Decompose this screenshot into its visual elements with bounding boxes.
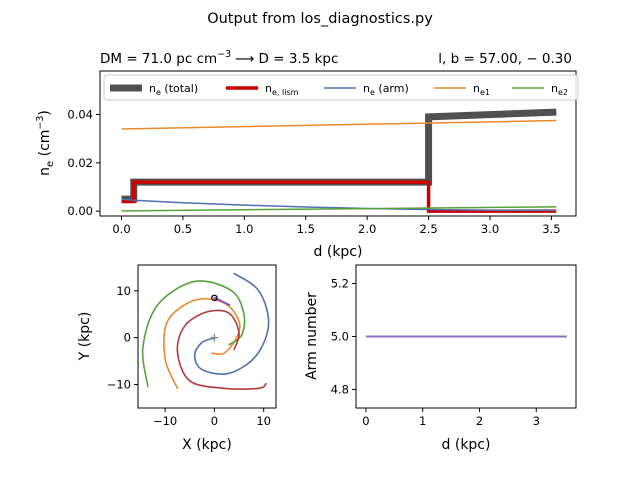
top-xtick-label: 2.5	[419, 222, 437, 236]
legend-ne1-sub: e1	[480, 88, 490, 97]
galaxy-xlabel: X (kpc)	[182, 437, 232, 453]
legend-ne1-main: n	[473, 82, 480, 95]
arm-number-xtick-label: 2	[476, 414, 483, 428]
arm-number-panel: 0 1 2 3 4.8 5.0 5.2 Arm number d (kpc)	[304, 264, 577, 453]
top-xtick-label: 0.0	[112, 222, 130, 236]
top-ylabel-sub: e	[45, 161, 56, 167]
legend-label-ne1: ne1	[473, 82, 490, 97]
top-title-distance: D = 3.5 kpc	[259, 51, 339, 67]
top-ytick-label: 0.00	[67, 204, 93, 218]
legend-arm-main: n	[363, 82, 370, 95]
series-line-n-e2	[121, 206, 557, 212]
top-title-arrow: ⟶	[235, 51, 254, 67]
galaxy-arms	[141, 272, 270, 390]
arm-number-axes-frame	[355, 264, 577, 409]
top-ylabel: ne (cm−3)	[35, 110, 56, 176]
top-xtick-label: 3.5	[542, 222, 560, 236]
galaxy-tick-marks: −10 0 10 −10 0 10	[107, 284, 271, 428]
galaxy-xtick-label: 0	[211, 414, 218, 428]
top-legend: ne (total) ne, lism ne (arm) ne1 ne2	[103, 74, 579, 101]
top-axes-frame	[99, 70, 577, 217]
galaxy-panel: −10 0 10 −10 0 10 Y (kpc) X (kpc)	[77, 264, 277, 453]
top-tick-marks: 0.0 0.5 1.0 1.5 2.0 2.5 3.0 3.5 0.00 0.02 0.04	[67, 108, 560, 237]
top-title-left: DM = 71.0 pc cm−3 ⟶ D = 3.5 kpc	[100, 49, 338, 67]
arm-number-ytick-label: 5.2	[331, 277, 349, 291]
arm-number-tick-marks: 0 1 2 3 4.8 5.0 5.2	[331, 277, 540, 428]
arm-number-xtick-label: 0	[362, 414, 369, 428]
arm-number-ytick-label: 4.8	[331, 382, 349, 396]
series-line-n-e1	[121, 119, 557, 130]
top-xtick-label: 3.0	[481, 222, 499, 236]
top-xtick-label: 1.0	[235, 222, 253, 236]
spiral-los	[213, 296, 231, 306]
legend-lism-main: n	[265, 82, 272, 95]
galaxy-ylabel: Y (kpc)	[77, 312, 93, 362]
top-ytick-label: 0.04	[67, 108, 93, 122]
galaxy-ytick-label: −10	[107, 378, 131, 392]
spiral-arm4	[176, 309, 267, 390]
galaxy-ytick-label: 10	[116, 284, 131, 298]
top-title-dm: DM = 71.0 pc cm	[100, 51, 217, 67]
top-ytick-label: 0.02	[67, 156, 93, 170]
legend-arm-rest: (arm)	[375, 82, 409, 95]
figure-suptitle: Output from los_diagnostics.py	[207, 11, 433, 27]
sun-marker	[211, 294, 218, 302]
legend-label-ne2: ne2	[551, 82, 568, 97]
spiral-arm1	[193, 272, 270, 375]
arm-number-ytick-label: 5.0	[331, 330, 349, 344]
legend-ne2-main: n	[551, 82, 558, 95]
arm-number-xtick-label: 1	[419, 414, 426, 428]
top-ylabel-unit: (cm	[37, 130, 53, 161]
top-panel: DM = 71.0 pc cm−3 ⟶ D = 3.5 kpc l, b = 57.…	[35, 49, 579, 260]
galaxy-ytick-label: 0	[124, 331, 131, 345]
spiral-arm3	[141, 280, 246, 388]
legend-total-sub: e	[156, 88, 161, 97]
top-xtick-label: 0.5	[174, 222, 192, 236]
legend-label-arm: ne (arm)	[363, 82, 409, 97]
arm-number-ylabel: Arm number	[304, 292, 320, 380]
legend-label-total: ne (total)	[149, 82, 198, 97]
legend-total-rest: (total)	[161, 82, 198, 95]
arm-number-xtick-label: 3	[533, 414, 540, 428]
legend-ne2-sub: e2	[558, 88, 568, 97]
series-line-n-e-arm	[121, 198, 557, 212]
legend-total-main: n	[149, 82, 156, 95]
series-line-n-e-lism	[121, 180, 557, 213]
top-ylabel-main: n	[37, 167, 53, 176]
top-xtick-label: 2.0	[358, 222, 376, 236]
top-series	[121, 108, 557, 213]
legend-lism-sub: e, lism	[272, 88, 299, 97]
top-ylabel-exp: −3	[35, 116, 46, 130]
legend-label-lism: ne, lism	[265, 82, 299, 97]
galaxy-xtick-label: −10	[153, 414, 177, 428]
top-xtick-label: 1.5	[297, 222, 315, 236]
top-xlabel: d (kpc)	[314, 244, 363, 260]
arm-number-xlabel: d (kpc)	[442, 437, 491, 453]
galaxy-axes-frame	[137, 264, 277, 409]
top-title-right: l, b = 57.00, − 0.30	[438, 51, 572, 67]
legend-arm-sub: e	[370, 88, 375, 97]
galaxy-xtick-label: 10	[256, 414, 271, 428]
top-title-dm-exponent: −3	[217, 49, 231, 60]
top-ylabel-close: )	[37, 110, 53, 115]
